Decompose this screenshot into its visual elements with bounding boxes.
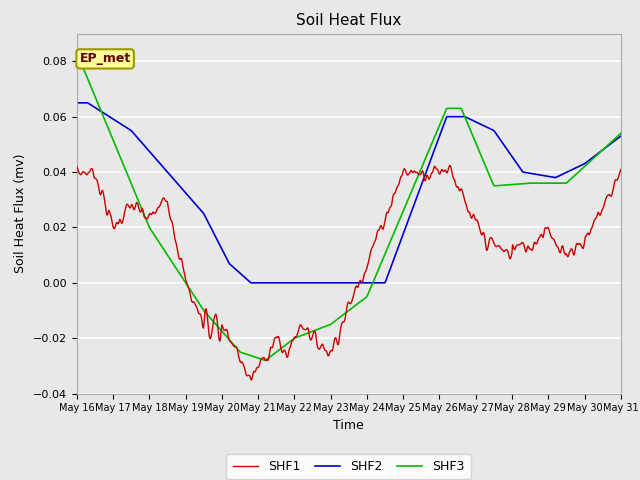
SHF1 [617, 167, 625, 172]
Line: SHF3: SHF3 [77, 61, 621, 360]
SHF2 [247, 280, 255, 286]
SHF1 [487, 235, 495, 240]
SHF3 [404, 198, 412, 204]
SHF1 [247, 377, 255, 383]
SHF3 [106, 130, 114, 136]
SHF1 [106, 211, 114, 216]
SHF1 [73, 164, 81, 169]
SHF2 [390, 257, 397, 263]
X-axis label: Time: Time [333, 419, 364, 432]
SHF1 [446, 163, 454, 168]
SHF2 [617, 133, 625, 139]
Title: Soil Heat Flux: Soil Heat Flux [296, 13, 401, 28]
SHF3 [420, 159, 428, 165]
SHF2 [73, 100, 81, 106]
Text: EP_met: EP_met [79, 52, 131, 65]
Line: SHF1: SHF1 [77, 166, 621, 380]
Legend: SHF1, SHF2, SHF3: SHF1, SHF2, SHF3 [227, 454, 471, 480]
SHF3 [617, 131, 625, 136]
SHF3 [486, 174, 494, 180]
SHF3 [390, 231, 397, 237]
SHF1 [420, 174, 428, 180]
SHF2 [106, 114, 114, 120]
SHF3 [73, 59, 81, 64]
SHF2 [542, 173, 550, 179]
SHF2 [486, 126, 494, 132]
SHF3 [542, 180, 550, 186]
SHF3 [262, 358, 269, 363]
Y-axis label: Soil Heat Flux (mv): Soil Heat Flux (mv) [14, 154, 28, 273]
Line: SHF2: SHF2 [77, 103, 621, 283]
SHF1 [543, 226, 550, 231]
SHF1 [390, 192, 397, 197]
SHF1 [404, 172, 412, 178]
SHF2 [420, 175, 428, 180]
SHF2 [404, 219, 412, 225]
